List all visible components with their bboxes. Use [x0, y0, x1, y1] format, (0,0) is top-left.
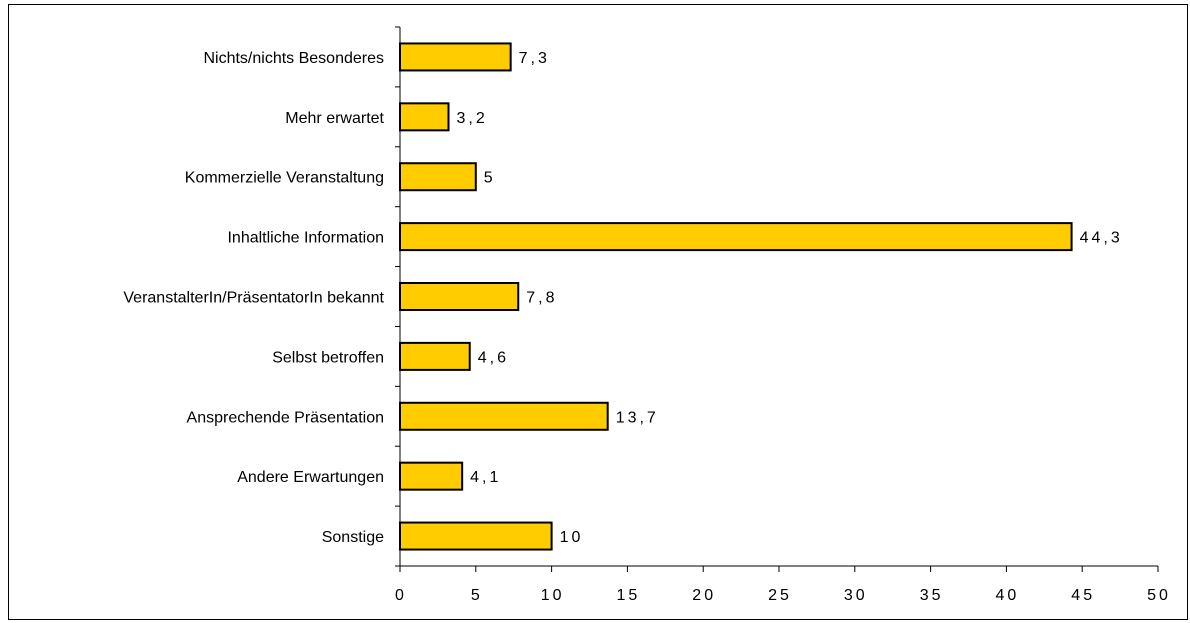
category-label: Selbst betroffen [272, 349, 384, 366]
category-label: Inhaltliche Information [227, 230, 384, 247]
chart-frame [8, 4, 1188, 620]
value-label: 4,1 [470, 469, 501, 486]
value-label: 13,7 [616, 409, 659, 426]
x-tick-label: 20 [692, 587, 716, 604]
category-label: VeranstalterIn/PräsentatorIn bekannt [123, 290, 384, 307]
bars-group [399, 42, 1073, 551]
value-label: 44,3 [1080, 230, 1123, 247]
axes-group [395, 26, 1159, 572]
x-tick-label: 25 [768, 587, 792, 604]
bar [399, 42, 512, 72]
category-label: Mehr erwartet [285, 110, 384, 127]
bar [399, 341, 471, 371]
value-label: 7,3 [519, 50, 550, 67]
bar [399, 102, 450, 132]
x-tick-label: 30 [844, 587, 868, 604]
value-label: 4,6 [478, 349, 509, 366]
bar [399, 282, 520, 311]
bar [399, 162, 477, 192]
x-tick-label: 5 [471, 587, 483, 604]
value-label: 7,8 [526, 290, 557, 307]
category-label: Ansprechende Präsentation [187, 409, 384, 426]
category-label: Nichts/nichts Besonderes [203, 50, 384, 67]
x-tick-label: 0 [395, 587, 407, 604]
category-label: Sonstige [322, 529, 384, 546]
x-tick-label: 50 [1147, 587, 1171, 604]
value-label: 10 [560, 529, 584, 546]
value-label: 3,2 [457, 110, 488, 127]
x-tick-label: 10 [541, 587, 565, 604]
x-tick-label: 45 [1071, 587, 1095, 604]
bar [399, 401, 609, 431]
x-tick-label: 35 [920, 587, 944, 604]
bar [399, 222, 1073, 252]
bar [399, 521, 553, 551]
category-label: Andere Erwartungen [237, 469, 384, 486]
labels-group: Nichts/nichts Besonderes 7,3 Mehr erwartet… [123, 50, 1171, 604]
x-tick-label: 15 [617, 587, 641, 604]
value-label: 5 [484, 170, 496, 187]
x-tick-label: 40 [996, 587, 1020, 604]
category-label: Kommerzielle Veranstaltung [185, 170, 384, 187]
bar [399, 461, 464, 491]
